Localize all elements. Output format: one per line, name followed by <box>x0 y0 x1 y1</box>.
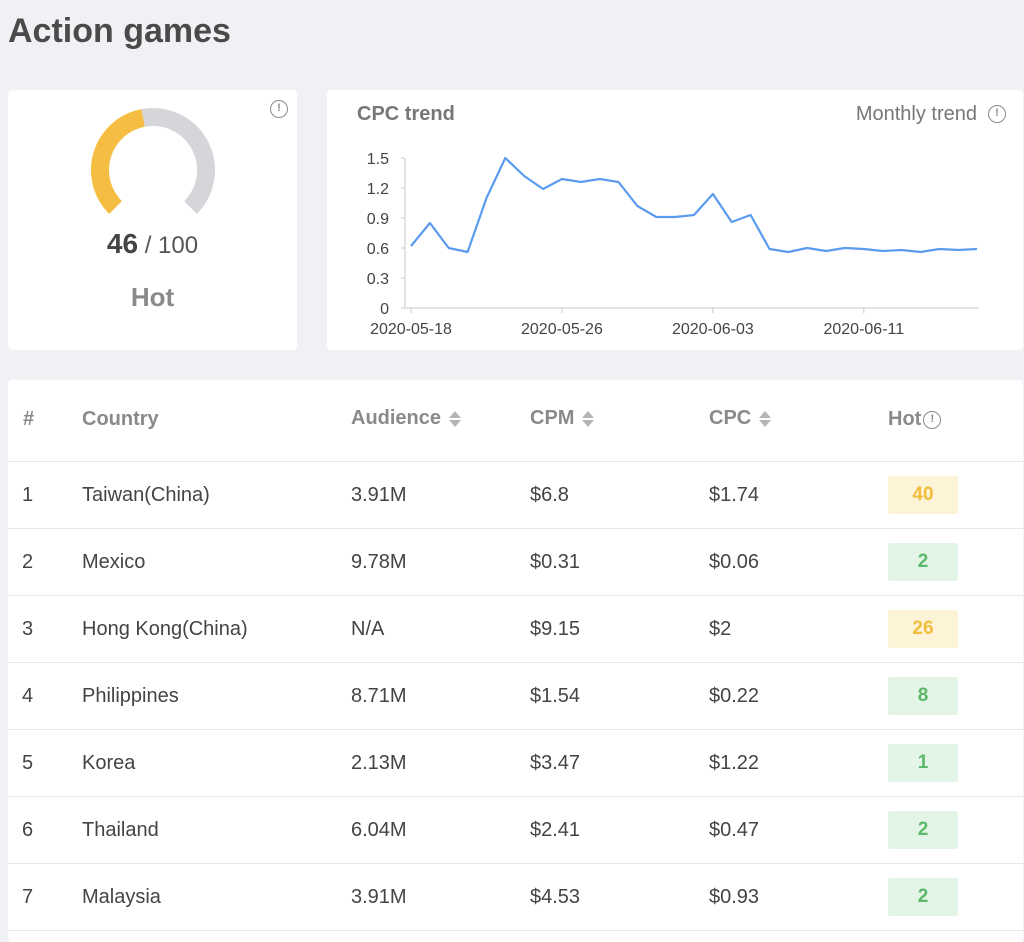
row-cpc: $1.22 <box>709 752 760 774</box>
row-country: Mexico <box>82 551 146 573</box>
row-cpc: $0.93 <box>709 886 760 908</box>
row-audience: 3.91M <box>351 484 407 506</box>
gauge-fill <box>91 109 146 214</box>
row-audience: 3.91M <box>351 886 407 908</box>
chart-title: CPC trend <box>357 103 455 125</box>
col-hot: Hot! <box>888 408 942 431</box>
row-cpc: $0.06 <box>709 551 760 573</box>
x-tick-label: 2020-05-18 <box>370 321 452 338</box>
row-country: Korea <box>82 752 136 774</box>
row-country: Taiwan(China) <box>82 484 210 506</box>
x-tick-label: 2020-05-26 <box>521 321 603 338</box>
y-tick-label: 0 <box>380 301 389 318</box>
monthly-trend-link[interactable]: Monthly trend <box>855 103 977 125</box>
row-audience: N/A <box>351 618 385 640</box>
country-table: # Country Audience CPM CPC Hot! 1 Taiwan(… <box>8 380 1023 942</box>
table-row[interactable]: 2 Mexico 9.78M $0.31 $0.06 2 <box>8 529 1023 596</box>
hot-badge: 2 <box>888 878 958 916</box>
y-tick-label: 0.9 <box>367 211 389 228</box>
table-row[interactable]: 4 Philippines 8.71M $1.54 $0.22 8 <box>8 663 1023 730</box>
row-audience: 6.04M <box>351 819 407 841</box>
col-cpm[interactable]: CPM <box>530 407 595 430</box>
x-tick-label: 2020-06-03 <box>672 321 754 338</box>
row-cpm: $1.54 <box>530 685 581 707</box>
x-tick-label: 2020-06-11 <box>823 321 904 338</box>
table-row[interactable]: 3 Hong Kong(China) N/A $9.15 $2 26 <box>8 596 1023 663</box>
hot-badge: 8 <box>888 677 958 715</box>
row-audience: 2.13M <box>351 752 407 774</box>
hot-gauge <box>91 108 215 214</box>
row-num: 7 <box>22 886 34 908</box>
row-cpc: $1.74 <box>709 484 760 506</box>
row-cpm: $4.53 <box>530 886 581 908</box>
row-cpm: $0.31 <box>530 551 581 573</box>
table-row[interactable]: 6 Thailand 6.04M $2.41 $0.47 2 <box>8 797 1023 864</box>
cpc-trend-chart: 0 0.3 0.6 0.9 1.2 1.5 2020-05-18 2020-05-26 2020… <box>367 151 979 338</box>
info-icon[interactable]: ! <box>923 410 942 429</box>
sort-icon[interactable] <box>759 410 772 428</box>
y-tick-label: 0.3 <box>367 271 389 288</box>
table-row[interactable]: 5 Korea 2.13M $3.47 $1.22 1 <box>8 730 1023 797</box>
table-header: # Country Audience CPM CPC Hot! <box>8 380 1023 462</box>
series-line <box>410 156 978 254</box>
row-audience: 9.78M <box>351 551 407 573</box>
row-audience: 8.71M <box>351 685 407 707</box>
row-num: 5 <box>22 752 34 774</box>
info-icon[interactable]: ! <box>988 105 1006 123</box>
hot-score-card: ! 46 / 100 Hot <box>8 90 297 350</box>
page-title: Action games <box>8 12 231 50</box>
row-country: Malaysia <box>82 886 161 908</box>
cpc-trend-card: CPC trend Monthly trend ! 0 0.3 0.6 0.9 1.2 1… <box>327 90 1023 350</box>
row-country: Philippines <box>82 685 179 707</box>
row-cpm: $2.41 <box>530 819 581 841</box>
hot-badge: 26 <box>888 610 958 648</box>
row-num: 3 <box>22 618 34 640</box>
row-cpm: $3.47 <box>530 752 581 774</box>
hot-label: Hot <box>130 282 175 312</box>
row-country: Thailand <box>82 819 159 841</box>
row-country: Hong Kong(China) <box>82 618 248 640</box>
row-num: 4 <box>22 685 34 707</box>
y-tick-label: 1.2 <box>367 181 389 198</box>
row-cpc: $0.22 <box>709 685 760 707</box>
col-num: # <box>23 408 35 430</box>
row-cpm: $6.8 <box>530 484 569 506</box>
row-num: 6 <box>22 819 34 841</box>
gauge-track <box>141 108 215 214</box>
hot-badge: 2 <box>888 543 958 581</box>
row-cpc: $2 <box>709 618 732 640</box>
score-value: 46 <box>106 228 139 259</box>
hot-badge: 40 <box>888 476 958 514</box>
row-cpm: $9.15 <box>530 618 581 640</box>
sort-icon[interactable] <box>449 410 462 428</box>
row-num: 2 <box>22 551 34 573</box>
table-row[interactable]: 7 Malaysia 3.91M $4.53 $0.93 2 <box>8 864 1023 931</box>
sort-icon[interactable] <box>582 410 595 428</box>
y-tick-label: 1.5 <box>367 151 389 168</box>
y-tick-label: 0.6 <box>367 241 389 258</box>
info-icon[interactable]: ! <box>270 100 288 118</box>
score-max: / 100 <box>144 232 199 259</box>
col-country: Country <box>82 408 159 430</box>
row-num: 1 <box>22 484 34 506</box>
table-row[interactable]: 1 Taiwan(China) 3.91M $6.8 $1.74 40 <box>8 462 1023 529</box>
hot-badge: 2 <box>888 811 958 849</box>
col-audience[interactable]: Audience <box>351 407 462 430</box>
hot-score: 46 / 100 <box>8 228 297 260</box>
row-cpc: $0.47 <box>709 819 760 841</box>
col-cpc[interactable]: CPC <box>709 407 772 430</box>
hot-badge: 1 <box>888 744 958 782</box>
